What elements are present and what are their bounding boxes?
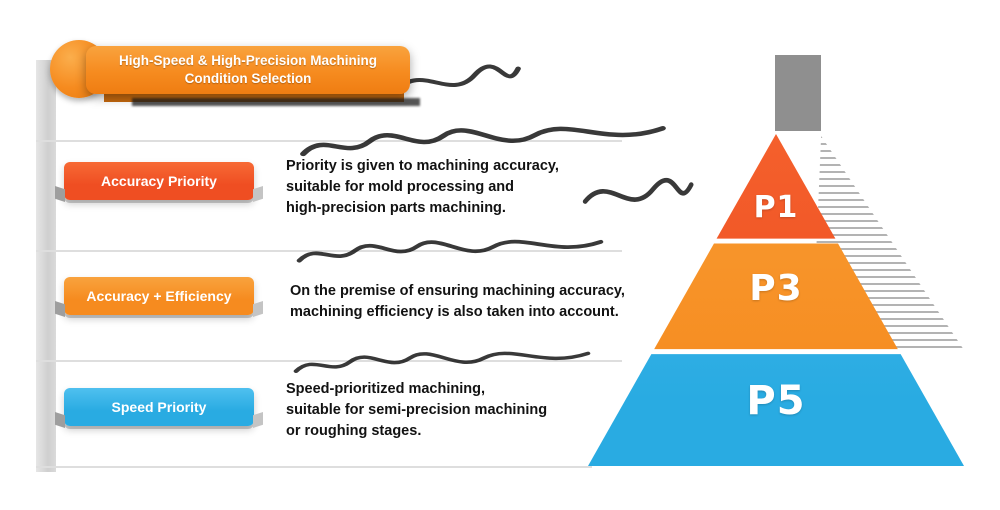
scribble-decoration — [387, 53, 530, 107]
scribble-decoration — [295, 234, 605, 269]
title-banner: High-Speed & High-Precision Machining Co… — [86, 46, 410, 94]
left-rail-decoration — [36, 60, 56, 472]
scribble-icon — [395, 64, 521, 92]
pill-label: Speed Priority — [111, 399, 207, 415]
pyramid-label-p5: P5 — [746, 378, 806, 424]
pyramid-label-p3: P3 — [749, 268, 803, 309]
row-separator — [36, 140, 622, 142]
pyramid-level-p5 — [588, 354, 964, 466]
gray-block-decoration — [775, 55, 821, 131]
banner-fold-decoration — [104, 92, 404, 102]
scribble-decoration — [574, 158, 701, 230]
scribble-decoration — [292, 346, 592, 379]
banner-shadow-decoration — [132, 98, 420, 106]
scribble-icon — [296, 239, 604, 263]
row-separator — [36, 466, 592, 468]
pill-label: Accuracy + Efficiency — [86, 288, 232, 304]
scribble-decoration — [298, 119, 669, 165]
pill-label: Accuracy Priority — [101, 173, 217, 189]
description-accuracy-efficiency: On the premise of ensuring machining acc… — [290, 283, 625, 321]
description-accuracy-priority: Priority is given to machining accuracy,… — [286, 158, 559, 217]
scribble-icon — [300, 126, 666, 157]
pyramid-label-p1: P1 — [753, 190, 799, 225]
scribble-icon — [582, 177, 694, 204]
scribble-icon — [293, 351, 591, 373]
description-speed-priority: Speed-prioritized machining, suitable fo… — [286, 381, 548, 440]
label-accuracy-priority: Accuracy Priority — [64, 162, 254, 200]
pyramid-chart: P1 P3 P5 — [588, 134, 964, 466]
row-separator — [36, 250, 622, 252]
label-accuracy-efficiency: Accuracy + Efficiency — [64, 277, 254, 315]
row-separator — [36, 360, 622, 362]
page-title: High-Speed & High-Precision Machining Co… — [118, 52, 378, 86]
label-speed-priority: Speed Priority — [64, 388, 254, 426]
